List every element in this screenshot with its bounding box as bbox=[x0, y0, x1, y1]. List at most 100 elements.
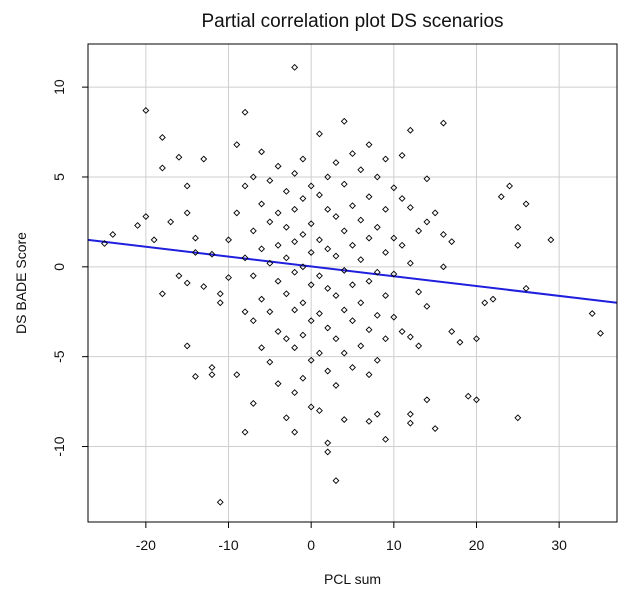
data-point bbox=[332, 252, 340, 260]
data-point bbox=[299, 263, 307, 271]
data-point bbox=[349, 317, 356, 325]
data-point bbox=[158, 134, 166, 141]
data-point bbox=[382, 205, 389, 213]
data-point bbox=[150, 236, 158, 244]
data-point bbox=[183, 182, 191, 190]
data-point bbox=[365, 277, 373, 285]
points-layer bbox=[101, 63, 604, 506]
data-point bbox=[340, 117, 348, 125]
data-point bbox=[398, 241, 406, 249]
data-point bbox=[316, 272, 323, 280]
data-point bbox=[324, 284, 332, 292]
data-point bbox=[233, 371, 241, 379]
data-point bbox=[415, 288, 423, 296]
data-point bbox=[266, 218, 274, 226]
data-point bbox=[390, 184, 398, 192]
data-point bbox=[316, 349, 323, 357]
data-point bbox=[291, 205, 299, 213]
data-point bbox=[415, 342, 423, 350]
data-point bbox=[390, 270, 398, 278]
data-point bbox=[299, 374, 307, 382]
data-point bbox=[406, 410, 414, 418]
data-point bbox=[423, 302, 431, 310]
data-point bbox=[489, 295, 497, 303]
data-point bbox=[282, 414, 290, 422]
data-point bbox=[307, 281, 315, 289]
data-point bbox=[291, 63, 299, 71]
y-tick-label: 10 bbox=[51, 79, 67, 95]
data-point bbox=[324, 173, 332, 181]
data-point bbox=[258, 245, 266, 253]
data-point bbox=[357, 342, 365, 350]
data-point bbox=[316, 236, 323, 244]
data-point bbox=[481, 299, 489, 307]
data-point bbox=[109, 231, 117, 238]
data-point bbox=[175, 272, 183, 280]
data-point bbox=[307, 182, 315, 190]
y-tick-label: 5 bbox=[51, 173, 67, 181]
data-point bbox=[249, 399, 257, 407]
data-point bbox=[357, 166, 365, 174]
data-point bbox=[307, 220, 315, 228]
data-point bbox=[406, 126, 414, 134]
data-point bbox=[282, 290, 290, 298]
data-point bbox=[357, 216, 365, 224]
data-point bbox=[324, 205, 332, 213]
data-point bbox=[373, 356, 381, 364]
data-point bbox=[183, 209, 191, 217]
data-point bbox=[200, 283, 208, 291]
data-point bbox=[365, 234, 373, 242]
data-point bbox=[324, 245, 332, 253]
grid bbox=[88, 44, 617, 522]
data-point bbox=[332, 213, 340, 220]
data-point bbox=[439, 231, 447, 238]
data-point bbox=[340, 306, 348, 314]
plot-frame bbox=[87, 43, 618, 523]
data-point bbox=[431, 425, 439, 432]
x-tick-label: -20 bbox=[136, 537, 156, 553]
data-point bbox=[340, 266, 348, 274]
data-point bbox=[167, 218, 175, 226]
data-point bbox=[307, 403, 315, 411]
x-tick-label: 20 bbox=[469, 537, 485, 553]
data-point bbox=[249, 173, 257, 181]
data-point bbox=[282, 335, 290, 343]
data-point bbox=[588, 310, 596, 317]
data-point bbox=[158, 290, 166, 298]
data-point bbox=[423, 218, 431, 226]
data-point bbox=[208, 364, 216, 371]
data-point bbox=[431, 209, 439, 217]
data-point bbox=[522, 284, 530, 292]
data-point bbox=[200, 155, 208, 163]
data-point bbox=[357, 256, 365, 264]
data-point bbox=[192, 373, 199, 380]
data-point bbox=[473, 335, 480, 343]
data-point bbox=[332, 292, 340, 300]
data-point bbox=[134, 222, 142, 229]
data-point bbox=[382, 435, 389, 443]
data-point bbox=[266, 358, 274, 366]
data-point bbox=[349, 241, 356, 249]
data-point bbox=[192, 234, 199, 242]
x-tick-label: 10 bbox=[386, 537, 402, 553]
data-point bbox=[497, 193, 505, 201]
data-point bbox=[299, 155, 307, 163]
data-point bbox=[282, 254, 290, 262]
data-point bbox=[291, 428, 299, 436]
data-point bbox=[274, 209, 282, 217]
data-point bbox=[324, 324, 332, 332]
x-axis-label: PCL sum bbox=[324, 571, 381, 587]
data-point bbox=[373, 268, 381, 276]
data-point bbox=[332, 335, 340, 343]
fit-line bbox=[87, 238, 618, 304]
data-point bbox=[365, 141, 373, 149]
data-point bbox=[274, 328, 282, 335]
data-point bbox=[142, 107, 150, 114]
data-point bbox=[291, 306, 299, 314]
data-point bbox=[324, 439, 332, 447]
data-point bbox=[258, 200, 266, 208]
x-tick-label: 30 bbox=[551, 537, 567, 553]
data-point bbox=[249, 272, 257, 280]
data-point bbox=[357, 299, 365, 307]
